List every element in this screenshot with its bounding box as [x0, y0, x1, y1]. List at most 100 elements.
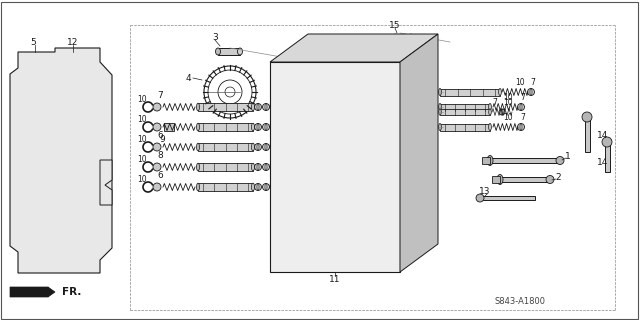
Circle shape [282, 169, 289, 175]
Circle shape [88, 220, 92, 224]
Bar [482, 157, 490, 164]
Circle shape [381, 249, 388, 255]
Ellipse shape [488, 124, 492, 131]
Circle shape [23, 128, 27, 132]
Circle shape [255, 164, 262, 171]
Text: FR.: FR. [62, 287, 81, 297]
Ellipse shape [196, 123, 200, 131]
Circle shape [153, 103, 161, 111]
Circle shape [83, 133, 87, 137]
Ellipse shape [487, 156, 493, 165]
Circle shape [287, 143, 294, 150]
Circle shape [97, 66, 102, 70]
Ellipse shape [196, 183, 200, 191]
Text: 1: 1 [565, 151, 571, 161]
Circle shape [86, 239, 90, 244]
Circle shape [255, 143, 262, 150]
Circle shape [262, 183, 269, 190]
Text: 11: 11 [329, 276, 340, 284]
Polygon shape [270, 34, 438, 62]
Text: 14: 14 [597, 131, 609, 140]
Ellipse shape [499, 89, 501, 95]
Text: 7: 7 [531, 77, 536, 86]
Text: 12: 12 [67, 37, 79, 46]
Ellipse shape [252, 143, 255, 151]
Ellipse shape [439, 109, 442, 115]
Text: 10: 10 [137, 115, 147, 124]
Text: 15: 15 [389, 20, 401, 29]
Text: 4: 4 [185, 74, 191, 83]
Circle shape [17, 73, 22, 77]
Circle shape [26, 98, 31, 102]
Ellipse shape [438, 124, 442, 131]
Text: 7: 7 [493, 98, 497, 107]
Ellipse shape [489, 109, 492, 115]
Ellipse shape [488, 103, 492, 110]
Circle shape [58, 200, 62, 204]
Ellipse shape [252, 163, 255, 171]
Circle shape [153, 143, 161, 151]
Text: 10: 10 [515, 77, 525, 86]
Text: 9: 9 [159, 134, 165, 143]
Bar [164, 123, 174, 131]
Text: 10: 10 [503, 98, 513, 107]
Circle shape [371, 148, 378, 156]
Circle shape [262, 164, 269, 171]
Text: 10: 10 [137, 155, 147, 164]
Ellipse shape [438, 89, 442, 95]
Ellipse shape [252, 123, 255, 131]
Circle shape [356, 249, 364, 255]
Ellipse shape [237, 48, 243, 55]
Circle shape [32, 62, 38, 68]
Circle shape [295, 97, 335, 137]
Circle shape [546, 175, 554, 183]
Text: 10: 10 [137, 174, 147, 183]
Ellipse shape [196, 143, 200, 151]
Circle shape [262, 103, 269, 110]
Circle shape [287, 194, 294, 201]
Circle shape [88, 153, 92, 157]
Polygon shape [400, 34, 438, 272]
Bar [30, 55, 40, 60]
Bar [605, 142, 610, 172]
Circle shape [53, 183, 57, 187]
Bar [440, 109, 490, 115]
Bar [68, 53, 78, 58]
Text: 7: 7 [157, 91, 163, 100]
Circle shape [337, 124, 373, 160]
Circle shape [376, 196, 383, 204]
Circle shape [262, 124, 269, 131]
Circle shape [88, 83, 93, 87]
Circle shape [153, 163, 161, 171]
Circle shape [367, 219, 374, 226]
Ellipse shape [252, 103, 255, 111]
Circle shape [153, 123, 161, 131]
Text: 10: 10 [137, 94, 147, 103]
Circle shape [72, 59, 78, 65]
Ellipse shape [196, 163, 200, 171]
Circle shape [602, 137, 612, 147]
Bar [585, 117, 590, 152]
Circle shape [582, 112, 592, 122]
Bar [198, 183, 253, 191]
Bar [395, 34, 411, 40]
Circle shape [63, 256, 67, 260]
Circle shape [518, 124, 525, 131]
Circle shape [53, 130, 57, 134]
Circle shape [527, 89, 534, 95]
Bar [38, 166, 60, 180]
Circle shape [556, 156, 564, 164]
Circle shape [276, 68, 284, 76]
Bar [480, 196, 535, 200]
Circle shape [27, 79, 33, 85]
Ellipse shape [252, 183, 255, 191]
Bar [38, 166, 60, 180]
Circle shape [28, 218, 33, 222]
Bar [198, 143, 253, 151]
Text: 14: 14 [597, 157, 609, 166]
Text: 6: 6 [157, 171, 163, 180]
Bar [492, 176, 500, 183]
Text: 2: 2 [555, 172, 561, 181]
Text: 13: 13 [479, 188, 491, 196]
Polygon shape [270, 62, 400, 272]
